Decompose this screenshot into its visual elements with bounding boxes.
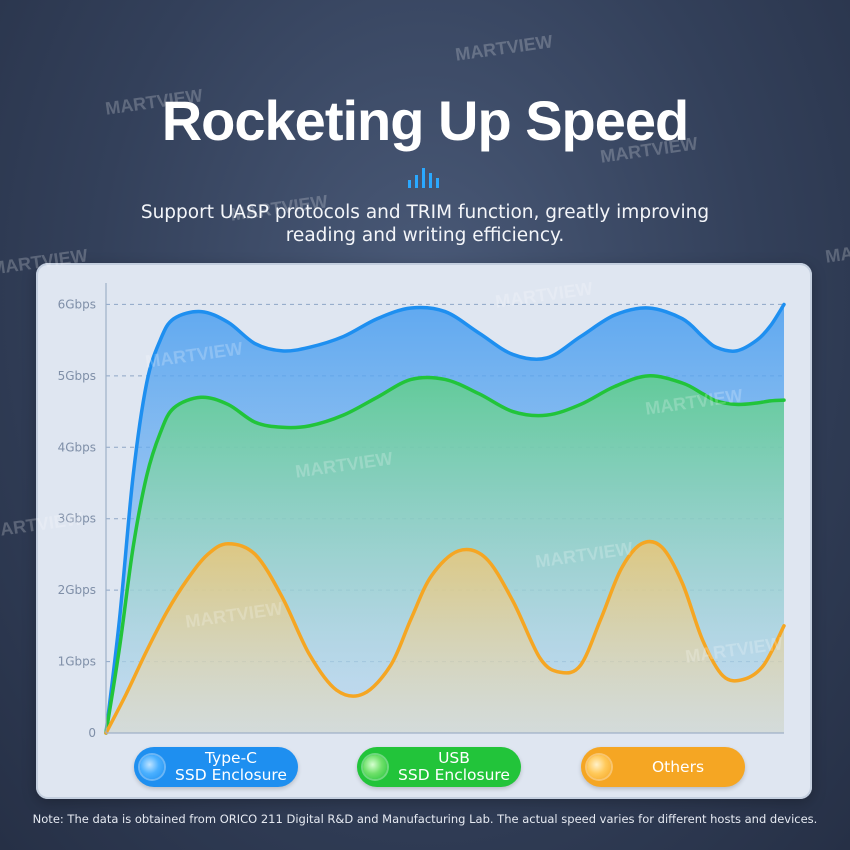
legend-others-label: Others: [581, 757, 745, 776]
subtitle: Support UASP protocols and TRIM function…: [0, 201, 850, 247]
speed-chart: 0 1Gbps 2Gbps 3Gbps 4Gbps 5Gbps 6Gbps: [58, 283, 786, 740]
legend-usb-dot-icon: [363, 755, 387, 779]
legend-type-c-dot-icon: [140, 755, 164, 779]
subtitle-line-2: reading and writing efficiency.: [285, 225, 565, 246]
legend-usb-line-1: USB: [438, 749, 470, 767]
y-tick-label: 6Gbps: [58, 297, 96, 311]
page-title: Rocketing Up Speed: [161, 89, 690, 152]
footnote: Note: The data is obtained from ORICO 21…: [32, 812, 818, 826]
y-tick-label: 0: [88, 726, 96, 740]
legend-usb: USB SSD Enclosure: [357, 747, 521, 787]
legend-others: Others: [581, 747, 745, 787]
legend-usb-line-2: SSD Enclosure: [398, 766, 510, 784]
y-tick-label: 1Gbps: [58, 655, 96, 669]
y-tick-label: 4Gbps: [58, 440, 96, 454]
legend-type-c-label: Type-C SSD Enclosure: [134, 750, 298, 784]
chart-panel: 0 1Gbps 2Gbps 3Gbps 4Gbps 5Gbps 6Gbps Type-C S…: [36, 263, 812, 799]
legend-type-c-line-1: Type-C: [204, 749, 258, 767]
series-others-area: [106, 541, 784, 733]
series-type-c-line: [104, 302, 786, 735]
legend-others-dot-icon: [587, 755, 611, 779]
y-tick-label: 3Gbps: [58, 512, 96, 526]
signal-bars-icon: [408, 168, 439, 188]
legend-others-line-1: Others: [651, 757, 705, 776]
legend-usb-label: USB SSD Enclosure: [357, 750, 521, 784]
y-tick-label: 2Gbps: [58, 583, 96, 597]
legend-type-c: Type-C SSD Enclosure: [134, 747, 298, 787]
series-others-line: [104, 539, 786, 735]
watermark-text: MARTVIEW: [454, 31, 554, 65]
y-tick-label: 5Gbps: [58, 369, 96, 383]
series-usb-line: [104, 374, 786, 735]
legend-type-c-line-2: SSD Enclosure: [175, 766, 287, 784]
subtitle-line-1: Support UASP protocols and TRIM function…: [140, 202, 710, 223]
